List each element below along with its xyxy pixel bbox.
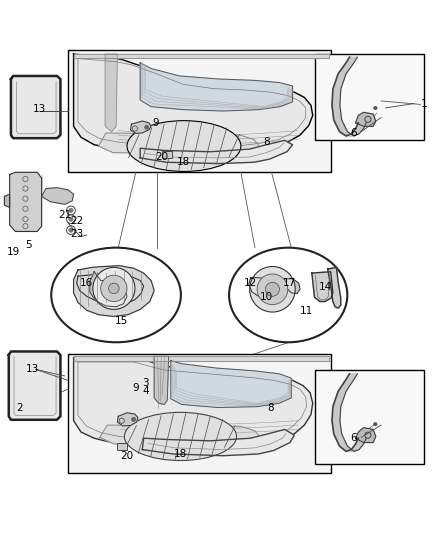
Polygon shape bbox=[131, 121, 151, 133]
Polygon shape bbox=[10, 172, 42, 231]
Text: 11: 11 bbox=[300, 306, 313, 316]
Polygon shape bbox=[171, 361, 291, 408]
Text: 12: 12 bbox=[244, 278, 257, 288]
Polygon shape bbox=[356, 112, 376, 126]
Ellipse shape bbox=[101, 275, 127, 302]
Text: 9: 9 bbox=[152, 118, 159, 128]
Polygon shape bbox=[332, 421, 342, 434]
Text: 17: 17 bbox=[283, 278, 296, 288]
Polygon shape bbox=[77, 274, 144, 304]
Circle shape bbox=[69, 228, 73, 232]
Bar bbox=[162, 151, 172, 158]
Ellipse shape bbox=[124, 413, 237, 461]
Text: 2: 2 bbox=[17, 402, 23, 413]
Polygon shape bbox=[346, 134, 359, 136]
Polygon shape bbox=[334, 434, 347, 446]
Polygon shape bbox=[351, 128, 364, 134]
Polygon shape bbox=[346, 57, 357, 63]
Polygon shape bbox=[11, 76, 60, 138]
Polygon shape bbox=[339, 132, 354, 136]
Ellipse shape bbox=[93, 268, 135, 310]
Polygon shape bbox=[100, 425, 262, 446]
Text: 20: 20 bbox=[120, 451, 134, 461]
Polygon shape bbox=[284, 279, 300, 294]
Circle shape bbox=[131, 417, 136, 422]
Polygon shape bbox=[154, 356, 169, 405]
Polygon shape bbox=[9, 351, 60, 420]
Polygon shape bbox=[332, 89, 341, 106]
Polygon shape bbox=[346, 449, 359, 451]
Polygon shape bbox=[332, 106, 342, 120]
Polygon shape bbox=[333, 74, 346, 89]
Bar bbox=[315, 54, 424, 140]
Text: 8: 8 bbox=[267, 402, 274, 413]
Polygon shape bbox=[356, 427, 376, 442]
Text: 6: 6 bbox=[350, 433, 357, 443]
Text: 22: 22 bbox=[70, 215, 83, 225]
Circle shape bbox=[145, 125, 149, 130]
Circle shape bbox=[374, 106, 377, 110]
Ellipse shape bbox=[257, 274, 288, 304]
Polygon shape bbox=[351, 444, 364, 449]
Text: 19: 19 bbox=[7, 247, 20, 257]
Text: 21: 21 bbox=[58, 210, 71, 220]
Polygon shape bbox=[74, 54, 313, 152]
Text: 15: 15 bbox=[115, 316, 128, 326]
Polygon shape bbox=[105, 54, 117, 132]
Polygon shape bbox=[140, 140, 293, 164]
Ellipse shape bbox=[127, 120, 241, 172]
Text: 5: 5 bbox=[25, 240, 32, 251]
Text: 4: 4 bbox=[142, 386, 149, 397]
Circle shape bbox=[69, 217, 73, 221]
Polygon shape bbox=[4, 194, 10, 207]
Bar bbox=[117, 443, 127, 449]
Circle shape bbox=[374, 423, 377, 426]
Polygon shape bbox=[74, 356, 328, 361]
Polygon shape bbox=[356, 438, 366, 444]
Text: 1: 1 bbox=[420, 100, 427, 109]
Bar bbox=[68, 50, 331, 172]
Polygon shape bbox=[338, 63, 354, 74]
Polygon shape bbox=[90, 272, 127, 307]
Text: 14: 14 bbox=[318, 282, 332, 292]
Polygon shape bbox=[312, 272, 333, 302]
Text: 6: 6 bbox=[350, 128, 357, 138]
Polygon shape bbox=[333, 391, 346, 407]
Polygon shape bbox=[117, 413, 138, 426]
Ellipse shape bbox=[109, 283, 119, 294]
Text: 18: 18 bbox=[174, 449, 187, 459]
Text: 18: 18 bbox=[177, 157, 190, 167]
Bar bbox=[68, 354, 331, 473]
Text: 23: 23 bbox=[70, 229, 83, 239]
Polygon shape bbox=[332, 407, 341, 421]
Text: 13: 13 bbox=[33, 104, 46, 114]
Ellipse shape bbox=[51, 248, 181, 342]
Polygon shape bbox=[346, 374, 357, 379]
Bar bbox=[315, 370, 424, 464]
Ellipse shape bbox=[265, 282, 279, 296]
Text: 10: 10 bbox=[260, 292, 273, 302]
Polygon shape bbox=[140, 63, 293, 111]
Polygon shape bbox=[356, 123, 366, 128]
Polygon shape bbox=[42, 188, 74, 204]
Polygon shape bbox=[99, 133, 261, 155]
Ellipse shape bbox=[229, 248, 347, 342]
Text: 16: 16 bbox=[80, 278, 93, 288]
Polygon shape bbox=[74, 265, 154, 317]
Text: 20: 20 bbox=[155, 152, 169, 162]
Polygon shape bbox=[74, 358, 313, 448]
Polygon shape bbox=[334, 120, 347, 132]
Polygon shape bbox=[339, 446, 354, 451]
Ellipse shape bbox=[250, 266, 295, 312]
Text: 13: 13 bbox=[26, 365, 39, 374]
Polygon shape bbox=[249, 278, 278, 298]
Polygon shape bbox=[328, 268, 341, 308]
Polygon shape bbox=[74, 54, 328, 59]
Polygon shape bbox=[338, 379, 354, 391]
Text: 9: 9 bbox=[132, 383, 139, 393]
Text: 8: 8 bbox=[263, 136, 270, 147]
Circle shape bbox=[69, 208, 73, 213]
Polygon shape bbox=[142, 430, 294, 456]
Text: 3: 3 bbox=[142, 377, 149, 387]
